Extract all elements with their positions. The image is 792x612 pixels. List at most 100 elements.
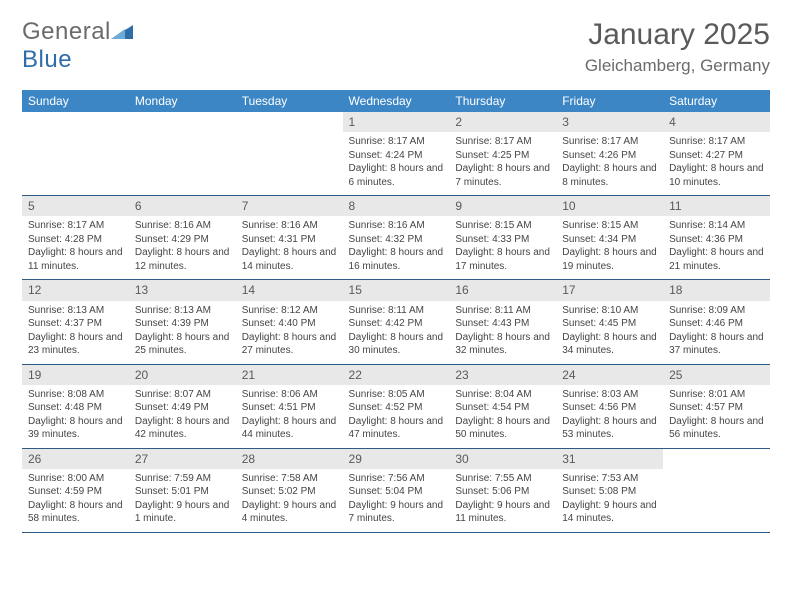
day-details: Sunrise: 8:10 AMSunset: 4:45 PMDaylight:… — [556, 301, 663, 364]
day-number: 1 — [343, 112, 450, 132]
daylight-line: Daylight: 8 hours and 44 minutes. — [242, 416, 337, 441]
calendar-cell: 8Sunrise: 8:16 AMSunset: 4:32 PMDaylight… — [343, 196, 450, 280]
daylight-line: Daylight: 8 hours and 34 minutes. — [562, 332, 657, 357]
calendar-cell: 12Sunrise: 8:13 AMSunset: 4:37 PMDayligh… — [22, 280, 129, 364]
sunrise-line: Sunrise: 8:17 AM — [455, 136, 531, 147]
day-details: Sunrise: 8:00 AMSunset: 4:59 PMDaylight:… — [22, 469, 129, 532]
daylight-line: Daylight: 9 hours and 14 minutes. — [562, 500, 657, 525]
calendar-cell: 25Sunrise: 8:01 AMSunset: 4:57 PMDayligh… — [663, 364, 770, 448]
day-details: Sunrise: 7:59 AMSunset: 5:01 PMDaylight:… — [129, 469, 236, 532]
sunrise-line: Sunrise: 8:14 AM — [669, 220, 745, 231]
sunrise-line: Sunrise: 8:17 AM — [669, 136, 745, 147]
daylight-line: Daylight: 8 hours and 39 minutes. — [28, 416, 123, 441]
daylight-line: Daylight: 8 hours and 37 minutes. — [669, 332, 764, 357]
day-details: Sunrise: 7:55 AMSunset: 5:06 PMDaylight:… — [449, 469, 556, 532]
calendar-cell: 1Sunrise: 8:17 AMSunset: 4:24 PMDaylight… — [343, 112, 450, 196]
sunrise-line: Sunrise: 8:16 AM — [349, 220, 425, 231]
sunset-line: Sunset: 4:46 PM — [669, 318, 743, 329]
day-number: 3 — [556, 112, 663, 132]
sunrise-line: Sunrise: 8:01 AM — [669, 389, 745, 400]
sunset-line: Sunset: 5:04 PM — [349, 486, 423, 497]
sunrise-line: Sunrise: 8:17 AM — [562, 136, 638, 147]
sunset-line: Sunset: 4:56 PM — [562, 402, 636, 413]
day-number: 23 — [449, 365, 556, 385]
day-number: 24 — [556, 365, 663, 385]
sunrise-line: Sunrise: 8:04 AM — [455, 389, 531, 400]
day-details: Sunrise: 8:16 AM Sunset: 4:32 PM Daylight:… — [343, 216, 450, 279]
day-details: Sunrise: 8:16 AM Sunset: 4:31 PM Daylight:… — [236, 216, 343, 279]
day-number: 18 — [663, 280, 770, 300]
sunset-line: Sunset: 4:25 PM — [455, 150, 529, 161]
daylight-line: Daylight: 8 hours and 10 minutes. — [669, 163, 764, 188]
sunrise-line: Sunrise: 8:16 AM — [135, 220, 211, 231]
sunrise-line: Sunrise: 8:15 AM — [455, 220, 531, 231]
sunrise-line: Sunrise: 8:06 AM — [242, 389, 318, 400]
daylight-line: Daylight: 8 hours and 8 minutes. — [562, 163, 657, 188]
day-details: Sunrise: 8:17 AMSunset: 4:26 PMDaylight:… — [556, 132, 663, 195]
sunset-line: Sunset: 5:01 PM — [135, 486, 209, 497]
sunrise-line: Sunrise: 8:16 AM — [242, 220, 318, 231]
daylight-line: Daylight: 8 hours and 30 minutes. — [349, 332, 444, 357]
calendar-cell: 26Sunrise: 8:00 AMSunset: 4:59 PMDayligh… — [22, 448, 129, 532]
calendar-body: 1Sunrise: 8:17 AMSunset: 4:24 PMDaylight… — [22, 112, 770, 532]
calendar-cell: 18Sunrise: 8:09 AMSunset: 4:46 PMDayligh… — [663, 280, 770, 364]
sunrise-line: Sunrise: 8:11 AM — [349, 305, 424, 316]
calendar-head: SundayMondayTuesdayWednesdayThursdayFrid… — [22, 90, 770, 112]
sunset-line: Sunset: 4:45 PM — [562, 318, 636, 329]
day-number: 5 — [22, 196, 129, 216]
sunrise-line: Sunrise: 7:58 AM — [242, 473, 318, 484]
daylight-line: Daylight: 8 hours and 16 minutes. — [349, 247, 444, 272]
calendar-cell: 15Sunrise: 8:11 AMSunset: 4:42 PMDayligh… — [343, 280, 450, 364]
daylight-line: Daylight: 8 hours and 12 minutes. — [135, 247, 230, 272]
sunset-line: Sunset: 4:32 PM — [349, 234, 423, 245]
calendar-cell: 9 Sunrise: 8:15 AM Sunset: 4:33 PM Daylight… — [449, 196, 556, 280]
sunset-line: Sunset: 4:31 PM — [242, 234, 316, 245]
day-details: Sunrise: 8:09 AMSunset: 4:46 PMDaylight:… — [663, 301, 770, 364]
day-number: 9 — [449, 196, 556, 216]
logo-triangle-icon — [111, 18, 133, 46]
day-details: Sunrise: 7:53 AMSunset: 5:08 PMDaylight:… — [556, 469, 663, 532]
day-number: 22 — [343, 365, 450, 385]
calendar-cell: 2Sunrise: 8:17 AMSunset: 4:25 PMDaylight… — [449, 112, 556, 196]
sunset-line: Sunset: 4:36 PM — [669, 234, 743, 245]
day-header: Saturday — [663, 90, 770, 112]
empty-day — [129, 112, 236, 130]
day-details: Sunrise: 8:15 AMSunset: 4:34 PMDaylight:… — [556, 216, 663, 279]
daylight-line: Daylight: 8 hours and 25 minutes. — [135, 332, 230, 357]
sunrise-line: Sunrise: 8:13 AM — [135, 305, 211, 316]
sunset-line: Sunset: 4:27 PM — [669, 150, 743, 161]
sunrise-line: Sunrise: 8:15 AM — [562, 220, 638, 231]
day-details: Sunrise: 8:08 AMSunset: 4:48 PMDaylight:… — [22, 385, 129, 448]
daylight-line: Daylight: 9 hours and 7 minutes. — [349, 500, 444, 525]
sunrise-line: Sunrise: 8:03 AM — [562, 389, 638, 400]
calendar-cell: 20Sunrise: 8:07 AMSunset: 4:49 PMDayligh… — [129, 364, 236, 448]
day-number: 16 — [449, 280, 556, 300]
logo-name: General — [22, 18, 111, 45]
day-number: 15 — [343, 280, 450, 300]
daylight-line: Daylight: 8 hours and 14 minutes. — [242, 247, 337, 272]
daylight-line: Daylight: 8 hours and 53 minutes. — [562, 416, 657, 441]
day-number: 29 — [343, 449, 450, 469]
daylight-line: Daylight: 8 hours and 17 minutes. — [455, 247, 550, 272]
daylight-line: Daylight: 8 hours and 32 minutes. — [455, 332, 550, 357]
day-number: 28 — [236, 449, 343, 469]
title-block: January 2025 Gleichamberg, Germany — [585, 18, 770, 76]
day-number: 30 — [449, 449, 556, 469]
daylight-line: Daylight: 8 hours and 27 minutes. — [242, 332, 337, 357]
day-details: Sunrise: 8:01 AMSunset: 4:57 PMDaylight:… — [663, 385, 770, 448]
calendar-cell: 11Sunrise: 8:14 AMSunset: 4:36 PMDayligh… — [663, 196, 770, 280]
day-details: Sunrise: 8:04 AMSunset: 4:54 PMDaylight:… — [449, 385, 556, 448]
sunset-line: Sunset: 4:33 PM — [455, 234, 529, 245]
sunset-line: Sunset: 4:48 PM — [28, 402, 102, 413]
sunset-line: Sunset: 4:28 PM — [28, 234, 102, 245]
calendar-cell: 28Sunrise: 7:58 AMSunset: 5:02 PMDayligh… — [236, 448, 343, 532]
empty-day — [22, 112, 129, 130]
day-header: Sunday — [22, 90, 129, 112]
day-details: Sunrise: 8:07 AMSunset: 4:49 PMDaylight:… — [129, 385, 236, 448]
day-number: 21 — [236, 365, 343, 385]
day-details: Sunrise: 7:56 AMSunset: 5:04 PMDaylight:… — [343, 469, 450, 532]
sunrise-line: Sunrise: 8:00 AM — [28, 473, 104, 484]
day-details: Sunrise: 8:17 AMSunset: 4:28 PMDaylight:… — [22, 216, 129, 279]
sunset-line: Sunset: 4:29 PM — [135, 234, 209, 245]
calendar-row: 1Sunrise: 8:17 AMSunset: 4:24 PMDaylight… — [22, 112, 770, 196]
